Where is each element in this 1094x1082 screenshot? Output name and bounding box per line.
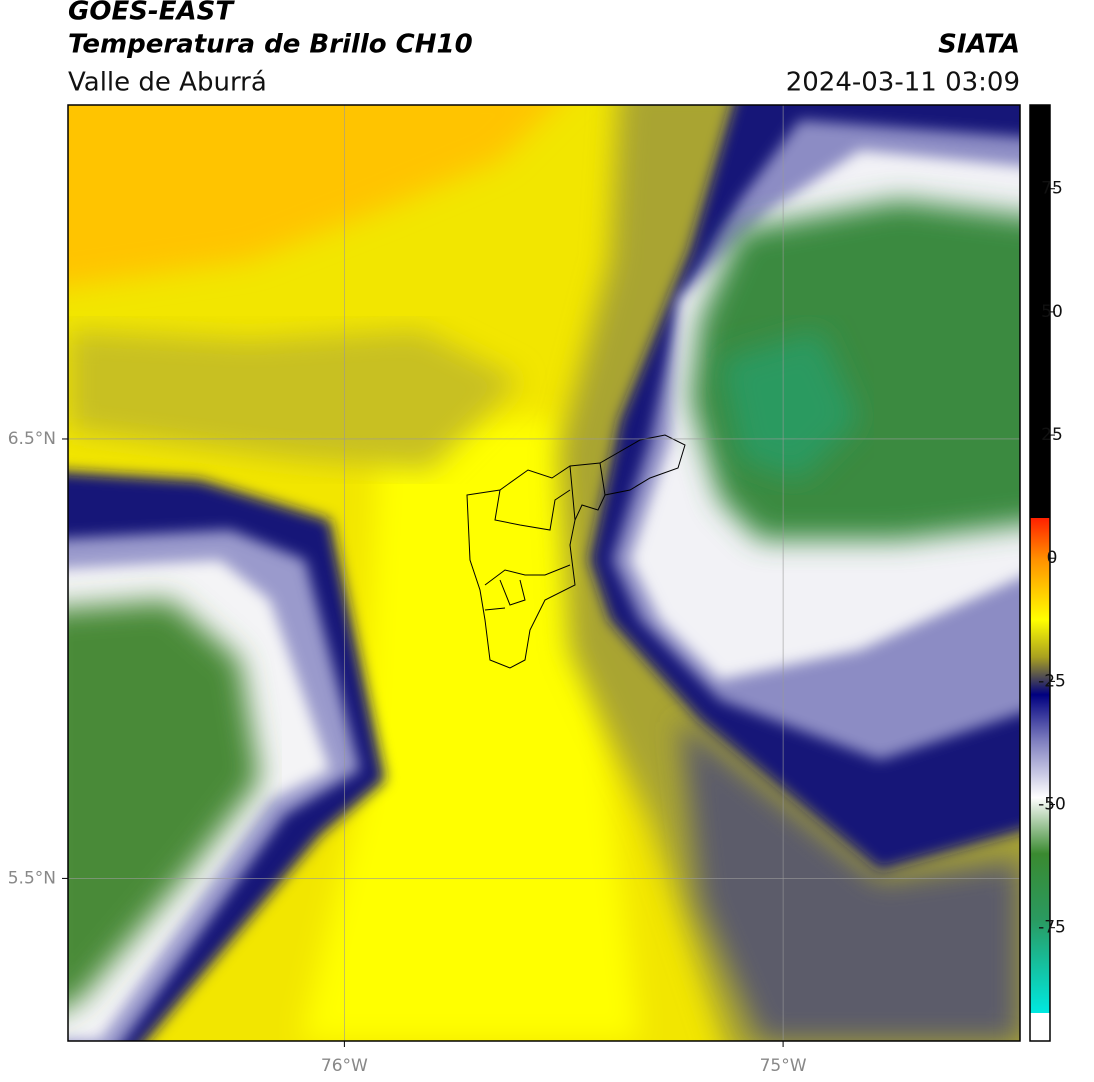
colorbar-tick-label: 50 bbox=[1041, 302, 1063, 322]
colorbar-tick-label: -25 bbox=[1038, 671, 1066, 691]
colorbar-tick-label: 25 bbox=[1041, 425, 1063, 445]
colorbar-tick-label: 0 bbox=[1047, 548, 1058, 568]
lat-tick-label: 5.5°N bbox=[8, 868, 56, 888]
colorbar-tick-label: 75 bbox=[1041, 179, 1063, 199]
source: SIATA bbox=[938, 30, 1020, 60]
colorbar-tick-label: -75 bbox=[1038, 918, 1066, 938]
subtitle: Temperatura de Brillo CH10 bbox=[68, 30, 473, 60]
valley-boundary bbox=[466, 434, 686, 669]
graticule bbox=[68, 105, 1020, 1041]
datetime: 2024-03-11 03:09 bbox=[786, 68, 1020, 98]
lon-tick-label: 76°W bbox=[321, 1056, 368, 1076]
lon-tick-label: 75°W bbox=[760, 1056, 807, 1076]
colorbar bbox=[1029, 104, 1051, 1042]
lat-tick-label: 6.5°N bbox=[8, 429, 56, 449]
title: GOES-EAST bbox=[68, 0, 235, 27]
region: Valle de Aburrá bbox=[68, 68, 267, 98]
brightness-field bbox=[68, 105, 1020, 1041]
map-frame bbox=[67, 104, 1021, 1042]
colorbar-tick-label: -50 bbox=[1038, 795, 1066, 815]
